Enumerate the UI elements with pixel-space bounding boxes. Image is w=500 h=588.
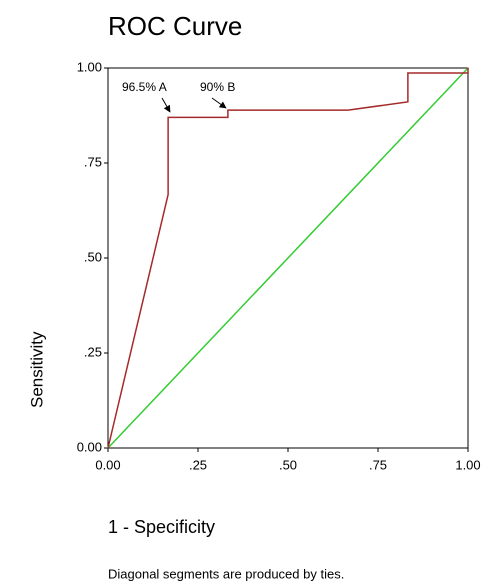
- x-axis-label: 1 - Specificity: [108, 517, 215, 537]
- y-tick-label: 1.00: [77, 59, 102, 74]
- annotation: 90% B: [200, 80, 235, 94]
- y-tick-label: .25: [84, 344, 102, 359]
- x-tick-label: .75: [369, 457, 387, 472]
- x-tick-label: 0.00: [95, 457, 120, 472]
- series-line: [107, 67, 469, 449]
- series-line: [107, 68, 469, 449]
- y-axis-label: Sensitivity: [27, 331, 46, 408]
- y-tick-label: 0.00: [77, 439, 102, 454]
- y-tick-label: .75: [84, 154, 102, 169]
- chart-title: ROC Curve: [108, 11, 242, 41]
- x-tick-label: 1.00: [455, 457, 480, 472]
- x-tick-label: .25: [189, 457, 207, 472]
- annotation: 96.5% A: [122, 80, 167, 94]
- annotation-arrow: [211, 97, 227, 109]
- x-tick-label: .50: [279, 457, 297, 472]
- annotation-arrow: [161, 97, 171, 113]
- y-tick-label: .50: [84, 249, 102, 264]
- footnote: Diagonal segments are produced by ties.: [108, 566, 344, 581]
